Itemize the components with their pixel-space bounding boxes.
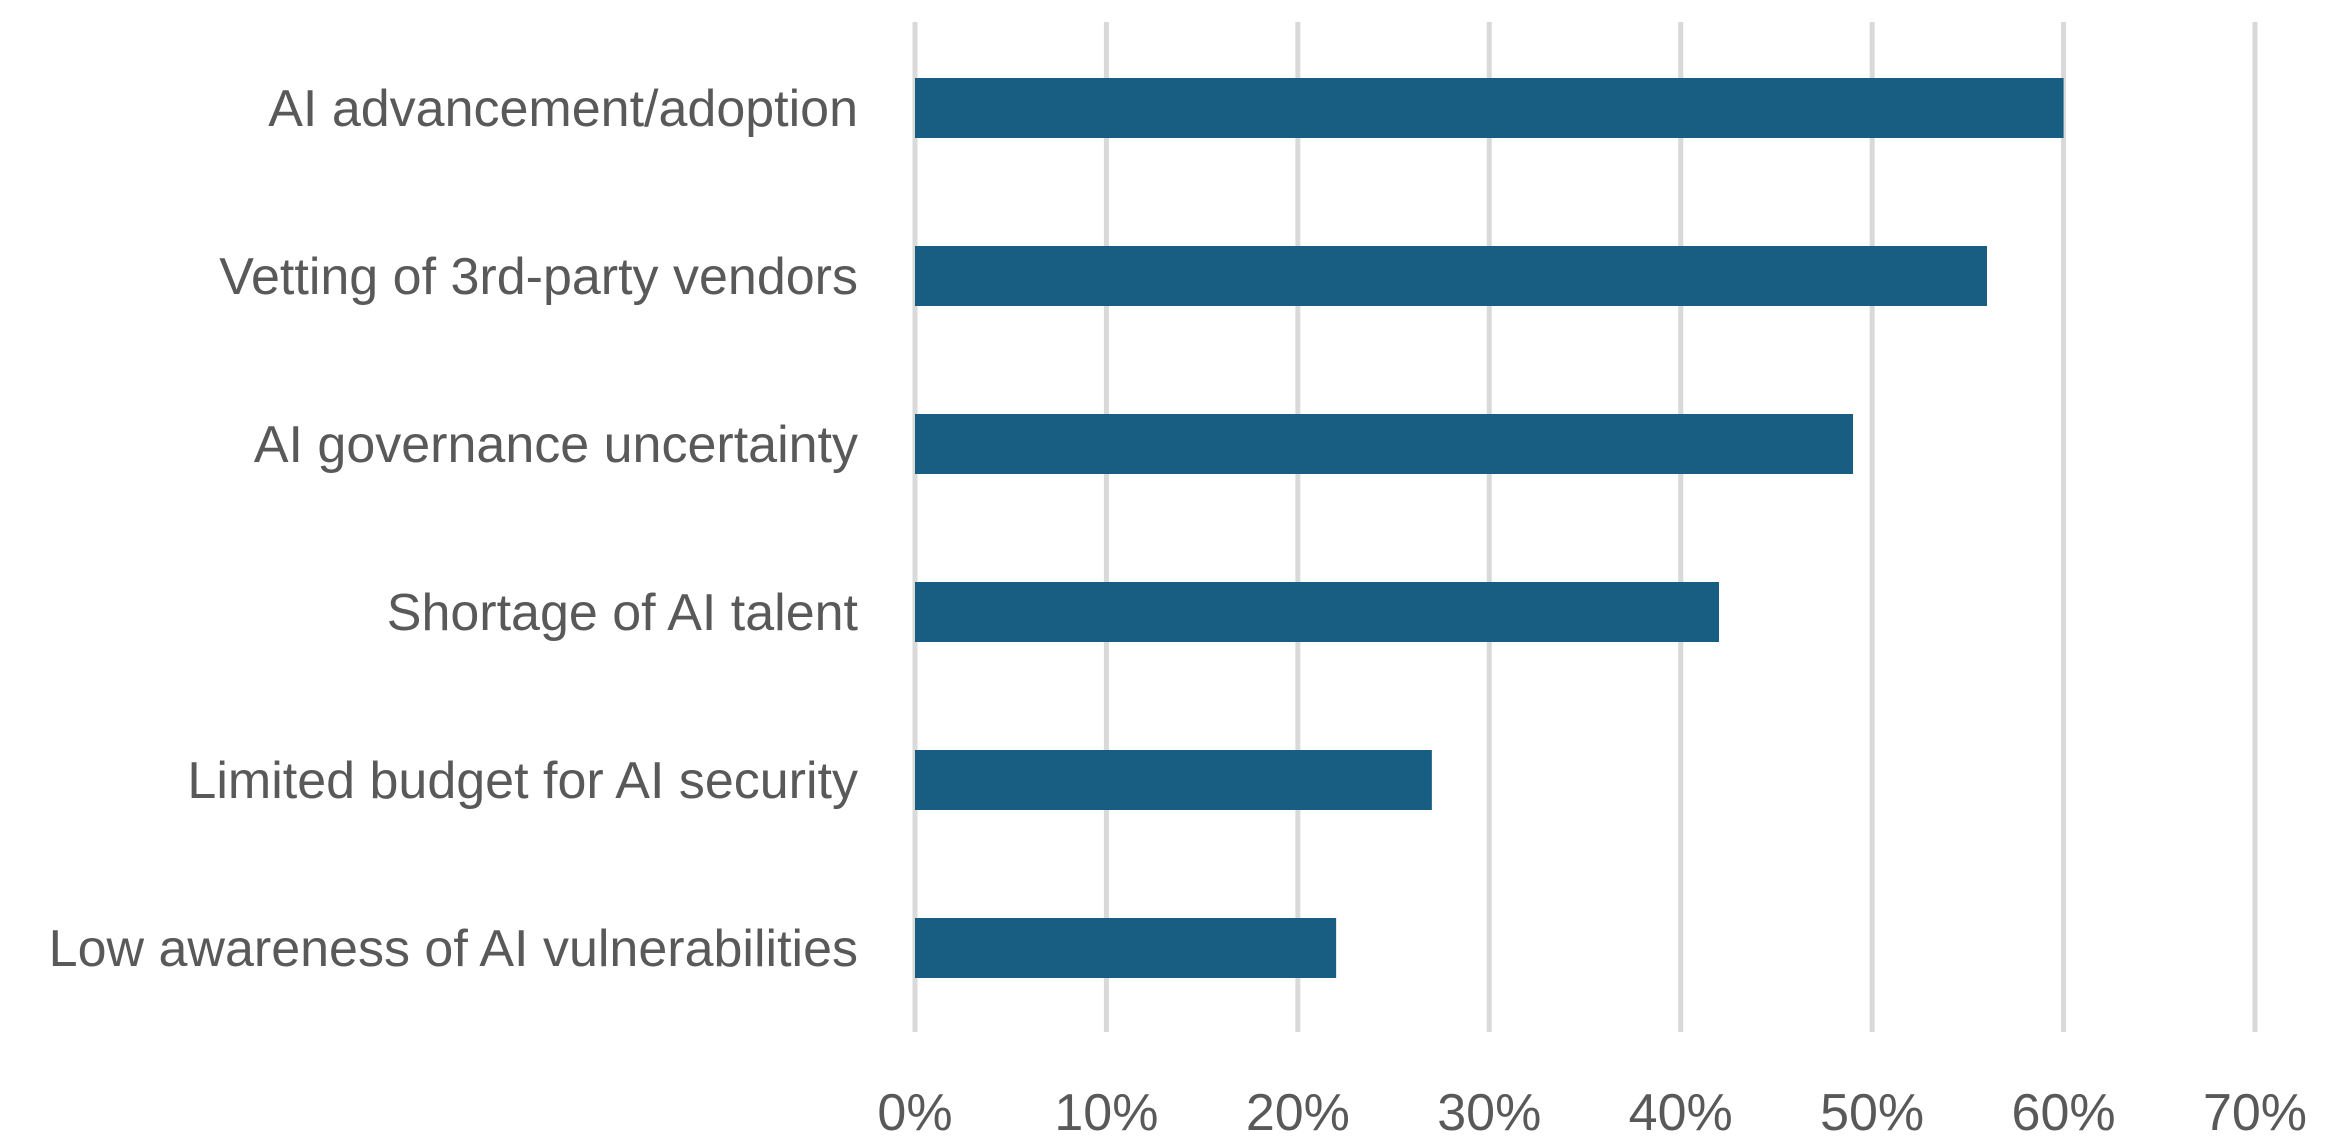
- category-label: Low awareness of AI vulnerabilities: [49, 920, 858, 978]
- x-tick-label: 70%: [2203, 1084, 2307, 1142]
- bar: [915, 78, 2064, 138]
- category-label: Limited budget for AI security: [187, 752, 858, 810]
- x-tick-label: 40%: [1629, 1084, 1733, 1142]
- x-tick-label: 10%: [1054, 1084, 1158, 1142]
- category-label: AI advancement/adoption: [268, 80, 858, 138]
- bar: [915, 414, 1853, 474]
- x-tick-label: 60%: [2012, 1084, 2116, 1142]
- bar: [915, 246, 1987, 306]
- category-label: Vetting of 3rd-party vendors: [219, 248, 858, 306]
- x-axis-tick-labels: 0% 10% 20% 30% 40% 50% 60% 70%: [877, 1084, 2307, 1142]
- x-tick-label: 30%: [1437, 1084, 1541, 1142]
- category-label: AI governance uncertainty: [254, 416, 858, 474]
- bar: [915, 918, 1337, 978]
- bar: [915, 582, 1719, 642]
- category-label: Shortage of AI talent: [387, 584, 859, 642]
- gridlines: [912, 22, 2258, 1032]
- x-tick-label: 0%: [877, 1084, 952, 1142]
- category-labels: AI advancement/adoption Vetting of 3rd-pa…: [49, 80, 859, 978]
- x-tick-label: 50%: [1820, 1084, 1924, 1142]
- x-tick-label: 20%: [1246, 1084, 1350, 1142]
- bars: [915, 78, 2064, 978]
- bar: [915, 750, 1432, 810]
